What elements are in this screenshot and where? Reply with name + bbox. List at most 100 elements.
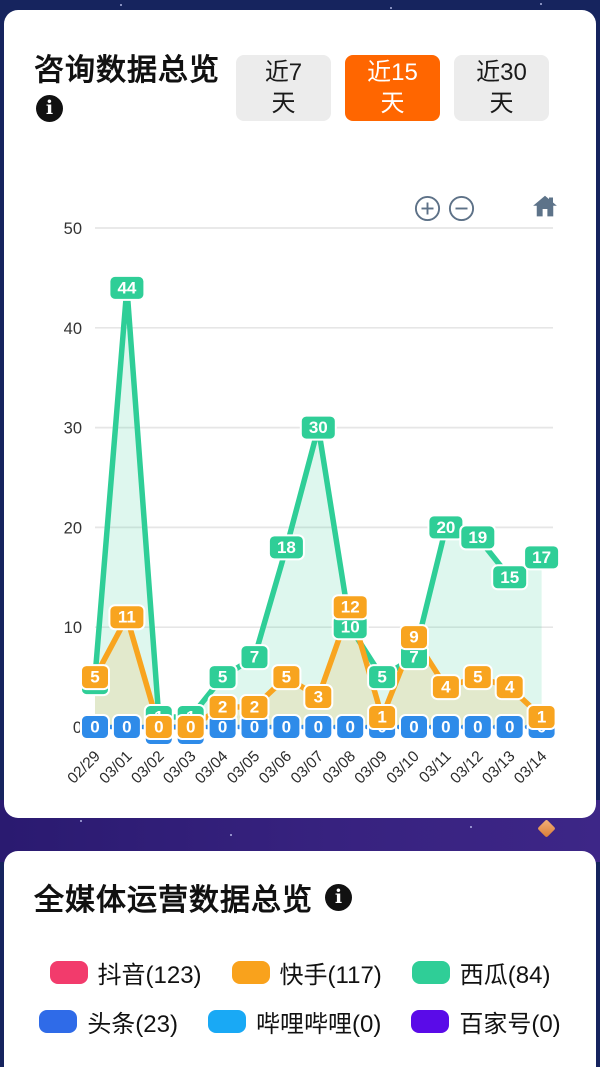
- point-label-快手-03/04[interactable]: 2: [207, 694, 238, 721]
- point-label-头条-03/01[interactable]: 0: [111, 714, 142, 740]
- point-label-快手-03/08[interactable]: 12: [331, 594, 369, 621]
- legend-item-bilibili[interactable]: 哔哩哔哩(0): [208, 1004, 381, 1039]
- point-label-快手-03/03[interactable]: 0: [175, 714, 206, 740]
- info-icon[interactable]: i: [36, 95, 63, 122]
- area-快手: [95, 607, 542, 727]
- point-label-头条-03/08[interactable]: 0: [335, 714, 366, 740]
- svg-text:0: 0: [505, 718, 514, 737]
- svg-text:7: 7: [250, 648, 259, 667]
- x-axis-tick: 03/10: [383, 748, 423, 788]
- consult-line-chart[interactable]: 0102030405002/2903/0103/0203/0303/0403/0…: [4, 185, 596, 810]
- point-label-快手-03/05[interactable]: 2: [239, 694, 270, 721]
- svg-text:3: 3: [314, 688, 323, 707]
- svg-text:1: 1: [537, 708, 546, 727]
- svg-text:30: 30: [309, 418, 328, 437]
- svg-text:4: 4: [505, 678, 515, 697]
- point-label-西瓜-03/09[interactable]: 5: [367, 664, 398, 691]
- home-icon[interactable]: [530, 192, 560, 222]
- point-label-快手-03/11[interactable]: 4: [430, 674, 461, 701]
- legend-item-douyin[interactable]: 抖音(123): [49, 955, 202, 990]
- svg-text:0: 0: [282, 718, 291, 737]
- svg-text:0: 0: [409, 718, 418, 737]
- x-axis-tick: 03/04: [192, 748, 232, 788]
- range-tabs: 近7天 近15天 近30天: [236, 55, 549, 121]
- svg-text:5: 5: [90, 668, 99, 687]
- media-legend: 抖音(123) 快手(117) 西瓜(84) 头条(23) 哔哩哔哩(0): [4, 955, 596, 1039]
- point-label-西瓜-03/05[interactable]: 7: [239, 644, 270, 671]
- point-label-头条-03/10[interactable]: 0: [399, 714, 429, 740]
- x-axis-tick: 03/14: [511, 748, 551, 788]
- svg-text:10: 10: [341, 618, 360, 637]
- x-axis-tick: 03/09: [351, 748, 390, 787]
- y-axis-tick: 40: [64, 320, 82, 338]
- svg-text:2: 2: [250, 698, 259, 717]
- point-label-头条-03/13[interactable]: 0: [494, 714, 525, 740]
- svg-text:5: 5: [218, 668, 227, 687]
- legend-item-xigua[interactable]: 西瓜(84): [411, 955, 550, 990]
- x-axis-tick: 03/06: [256, 748, 295, 787]
- y-axis-tick: 0: [73, 719, 82, 737]
- svg-text:0: 0: [122, 718, 131, 737]
- svg-text:0: 0: [345, 718, 354, 737]
- star-dot: [390, 7, 392, 9]
- point-label-快手-02/29[interactable]: 5: [80, 664, 110, 691]
- svg-text:0: 0: [154, 718, 163, 737]
- douyin-swatch: [49, 961, 88, 984]
- point-label-快手-03/01[interactable]: 11: [108, 604, 146, 631]
- point-label-西瓜-03/07[interactable]: 30: [299, 414, 337, 441]
- svg-text:0: 0: [473, 718, 482, 737]
- point-label-西瓜-03/12[interactable]: 19: [459, 524, 497, 551]
- legend-item-toutiao[interactable]: 头条(23): [39, 1004, 178, 1039]
- point-label-头条-03/11[interactable]: 0: [430, 714, 461, 740]
- x-axis-tick: 03/13: [479, 748, 518, 787]
- point-label-快手-03/14[interactable]: 1: [526, 704, 557, 731]
- legend-row-1: 抖音(123) 快手(117) 西瓜(84): [49, 955, 550, 990]
- point-label-头条-03/05[interactable]: 0: [239, 714, 270, 740]
- point-label-西瓜-03/11[interactable]: 20: [427, 514, 465, 541]
- y-axis-tick: 10: [64, 619, 82, 637]
- x-axis-tick: 03/07: [288, 748, 327, 787]
- tab-last-30-days[interactable]: 近30天: [454, 55, 549, 121]
- svg-text:0: 0: [186, 718, 195, 737]
- point-label-快手-03/13[interactable]: 4: [494, 674, 525, 701]
- x-axis-tick: 03/11: [416, 748, 455, 787]
- point-label-西瓜-03/01[interactable]: 44: [108, 274, 146, 301]
- legend-item-kuaishou[interactable]: 快手(117): [231, 955, 382, 990]
- point-label-快手-03/10[interactable]: 9: [399, 624, 429, 651]
- xigua-swatch: [411, 961, 450, 984]
- star-dot: [230, 834, 232, 836]
- svg-text:0: 0: [314, 718, 323, 737]
- baijiahao-swatch: [411, 1010, 450, 1033]
- point-label-快手-03/12[interactable]: 5: [462, 664, 493, 691]
- point-label-快手-03/07[interactable]: 3: [303, 684, 334, 711]
- point-label-西瓜-03/04[interactable]: 5: [207, 664, 238, 691]
- point-label-西瓜-03/06[interactable]: 18: [267, 534, 305, 561]
- svg-text:11: 11: [118, 608, 136, 627]
- star-dot: [120, 4, 122, 6]
- zoom-in-icon[interactable]: [414, 195, 441, 222]
- tab-last-15-days[interactable]: 近15天: [345, 55, 440, 121]
- y-axis-tick: 50: [64, 220, 82, 238]
- point-label-快手-03/06[interactable]: 5: [271, 664, 302, 691]
- point-label-头条-03/07[interactable]: 0: [303, 714, 334, 740]
- point-label-西瓜-03/13[interactable]: 15: [491, 564, 529, 591]
- point-label-快手-03/09[interactable]: 1: [367, 704, 398, 731]
- point-label-快手-03/02[interactable]: 0: [143, 714, 174, 740]
- point-label-西瓜-03/08[interactable]: 10: [331, 614, 369, 641]
- svg-text:12: 12: [341, 598, 360, 617]
- svg-text:19: 19: [468, 528, 487, 547]
- toutiao-swatch: [39, 1010, 78, 1033]
- svg-text:5: 5: [473, 668, 482, 687]
- point-label-头条-03/06[interactable]: 0: [271, 714, 302, 740]
- svg-text:5: 5: [377, 668, 386, 687]
- point-label-西瓜-03/14[interactable]: 17: [523, 544, 561, 571]
- star-dot: [540, 3, 542, 5]
- point-label-头条-02/29[interactable]: 0: [80, 714, 110, 740]
- point-label-头条-03/12[interactable]: 0: [462, 714, 493, 740]
- tab-last-7-days[interactable]: 近7天: [236, 55, 331, 121]
- legend-item-baijiahao[interactable]: 百家号(0): [411, 1004, 561, 1039]
- zoom-out-icon[interactable]: [448, 195, 475, 222]
- info-icon[interactable]: i: [325, 883, 352, 911]
- media-overview-card: 全媒体运营数据总览 i 抖音(123) 快手(117) 西瓜(84) 头条(23…: [4, 851, 596, 1067]
- x-axis-tick: 03/03: [160, 748, 199, 787]
